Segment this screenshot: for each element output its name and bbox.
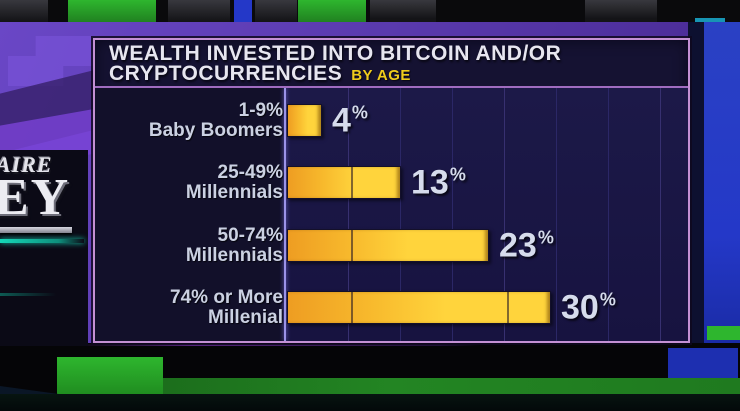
studio-blue-block <box>234 0 252 25</box>
bar-value-unit: % <box>537 227 554 247</box>
bar-value-unit: % <box>599 289 616 309</box>
bar-value-unit: % <box>351 102 368 122</box>
bar-value-number: 13 <box>411 163 449 201</box>
bar-row: 1-9% Baby Boomers 4% <box>95 100 688 140</box>
studio-gray-block <box>0 0 48 25</box>
bar-gridline-overlay <box>351 292 353 323</box>
bar-value-unit: % <box>449 164 466 184</box>
category-label: 74% or More Millenial <box>103 286 283 328</box>
set-blue-block <box>668 348 738 378</box>
bar-gridline-overlay <box>351 167 353 198</box>
show-logo-underline <box>0 227 72 233</box>
category-range: 74% or More <box>170 286 283 308</box>
chart-title-box: WEALTH INVESTED INTO BITCOIN AND/OR CRYP… <box>95 40 688 88</box>
bar-row: 25-49% Millennials 13% <box>95 162 688 202</box>
category-cohort: Baby Boomers <box>148 119 283 141</box>
bar-value-number: 30 <box>561 288 599 326</box>
chart-plot-area: 1-9% Baby Boomers 4% 25-49% Millennials 13% 50… <box>95 88 688 341</box>
value-bar <box>287 104 322 137</box>
category-label: 50-74% Millennials <box>103 224 284 266</box>
value-axis-line <box>284 88 286 341</box>
set-blue-band <box>704 22 740 378</box>
category-cohort: Millennials <box>185 181 283 203</box>
gridline-minor <box>608 88 609 341</box>
bar-row: 74% or More Millenial 30% <box>95 287 688 327</box>
category-range: 50-74% <box>217 224 284 246</box>
chart-panel: WEALTH INVESTED INTO BITCOIN AND/OR CRYP… <box>93 38 690 343</box>
category-range: 1-9% <box>238 99 283 121</box>
category-label: 1-9% Baby Boomers <box>103 99 283 141</box>
category-cohort: Millennials <box>185 244 283 266</box>
show-logo-text-fragment: AIRE <box>0 152 53 177</box>
gridline-minor <box>556 88 557 341</box>
bar-value-label: 13% <box>411 163 466 202</box>
bar-value-number: 4 <box>332 101 351 139</box>
studio-gray-block <box>255 0 297 25</box>
studio-green-block <box>68 0 156 25</box>
panel-reflection-line <box>70 344 480 346</box>
gridline-minor <box>400 88 401 341</box>
bar-row: 50-74% Millennials 23% <box>95 225 688 265</box>
category-label: 25-49% Millennials <box>103 161 284 203</box>
chart-title: WEALTH INVESTED INTO BITCOIN AND/OR CRYP… <box>109 42 562 85</box>
show-logo-text-fragment: EY <box>0 169 71 226</box>
set-green-piece <box>707 326 740 340</box>
set-dark-column <box>688 22 704 346</box>
gridline-major <box>660 88 661 341</box>
set-green-block <box>57 357 163 397</box>
show-logo-teal-glow <box>0 293 56 296</box>
gridline-major <box>504 88 505 341</box>
studio-gray-block <box>585 0 657 22</box>
show-logo-teal-glow <box>0 239 84 243</box>
bar-gridline-overlay <box>351 230 353 261</box>
category-range: 25-49% <box>217 161 284 183</box>
studio-green-block <box>298 0 366 25</box>
value-bar <box>287 166 401 199</box>
bar-value-label: 4% <box>332 101 368 140</box>
bar-gridline-overlay <box>507 292 509 323</box>
bar-value-label: 23% <box>499 226 554 265</box>
category-label-zone <box>95 88 285 341</box>
studio-top-strip <box>0 0 740 32</box>
studio-gray-block <box>370 0 436 22</box>
bar-value-label: 30% <box>561 288 616 327</box>
show-logo-panel: AIRE EY <box>0 150 88 346</box>
chart-subtitle: BY AGE <box>351 67 411 84</box>
gridline-major <box>348 88 349 341</box>
value-bar <box>287 229 489 262</box>
studio-gray-block <box>168 0 230 25</box>
bar-value-number: 23 <box>499 226 537 264</box>
value-bar <box>287 291 551 324</box>
gridline-minor <box>452 88 453 341</box>
set-green-strip <box>163 378 740 394</box>
category-cohort: Millenial <box>208 306 283 328</box>
set-floor-edge <box>0 394 740 411</box>
